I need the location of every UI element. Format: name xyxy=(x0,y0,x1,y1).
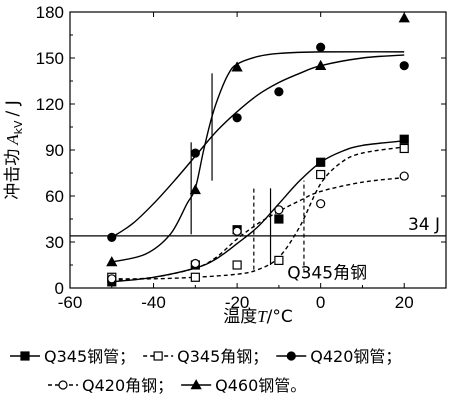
data-point xyxy=(399,134,409,144)
data-point xyxy=(190,272,200,282)
data-point xyxy=(316,42,326,52)
x-axis-title-unit: /°C xyxy=(267,307,293,327)
series-annotation-label: Q345角钢 xyxy=(287,264,367,284)
legend-label-2: Q420钢管； xyxy=(310,347,401,366)
x-tick-label: -60 xyxy=(58,293,83,312)
legend: Q345钢管； Q345角钢； Q420钢管； Q420角钢； Q460钢管。 xyxy=(10,347,401,395)
x-tick-label: 0 xyxy=(316,293,325,312)
data-point xyxy=(316,169,326,180)
data-point xyxy=(399,143,409,154)
fit-curve-4 xyxy=(111,51,405,263)
data-point xyxy=(274,87,284,97)
y-tick-label: 90 xyxy=(45,141,64,160)
data-point xyxy=(232,226,242,236)
y-tick-label: 180 xyxy=(36,3,64,22)
data-point xyxy=(399,61,409,71)
fit-curve-3 xyxy=(111,176,405,282)
data-point xyxy=(190,258,200,269)
fit-curve-0 xyxy=(111,140,405,283)
legend-marker-4 xyxy=(190,379,202,390)
x-tick-label: -20 xyxy=(225,293,250,312)
data-point xyxy=(316,199,326,209)
x-tick-label: 20 xyxy=(395,293,414,312)
data-point xyxy=(106,256,118,267)
x-axis-title-var: T xyxy=(257,307,268,326)
data-point xyxy=(274,205,284,215)
data-point xyxy=(274,255,284,265)
legend-marker-3 xyxy=(58,380,68,390)
fit-curves xyxy=(111,51,405,283)
data-point xyxy=(316,157,326,167)
y-tick-label: 150 xyxy=(36,49,64,68)
legend-marker-2 xyxy=(286,351,296,361)
x-axis-title: 温度T/°C xyxy=(223,307,293,327)
legend-marker-1 xyxy=(153,351,163,361)
data-point xyxy=(107,232,117,242)
data-point xyxy=(232,260,242,270)
data-point xyxy=(232,113,242,123)
y-axis-title-unit: / J xyxy=(3,100,23,116)
legend-label-1: Q345角钢； xyxy=(177,347,268,366)
x-axis-title-prefix: 温度 xyxy=(223,307,257,327)
data-point xyxy=(399,171,409,181)
y-tick-label: 0 xyxy=(55,279,64,298)
x-tick-label: -40 xyxy=(141,293,166,312)
plot-frame xyxy=(69,11,447,289)
axes xyxy=(69,11,447,289)
y-tick-label: 120 xyxy=(36,95,64,114)
tick-labels: -60 -40 -20 0 20 0 30 60 90 120 150 180 xyxy=(36,3,414,312)
legend-label-0: Q345钢管； xyxy=(44,347,135,366)
y-axis-title-prefix: 冲击功 xyxy=(3,149,23,200)
y-axis-title-sub: kV xyxy=(12,120,25,134)
legend-label-4: Q460钢管。 xyxy=(215,376,306,395)
y-axis-title: 冲击功 AkV / J xyxy=(3,100,25,199)
data-point xyxy=(274,214,284,224)
data-points xyxy=(106,12,410,287)
data-point xyxy=(107,274,117,284)
data-point xyxy=(189,184,201,195)
y-tick-label: 60 xyxy=(45,187,64,206)
legend-marker-0 xyxy=(20,351,30,361)
data-point xyxy=(315,59,327,70)
reference-line-label: 34 J xyxy=(408,215,440,235)
data-point xyxy=(398,12,410,23)
data-point xyxy=(231,61,243,72)
y-tick-label: 30 xyxy=(45,233,64,252)
data-point xyxy=(190,148,200,158)
fit-curve-1 xyxy=(111,146,405,280)
y-axis-title-var: A xyxy=(3,134,22,146)
legend-label-3: Q420角钢； xyxy=(82,376,173,395)
transition-markers xyxy=(190,73,305,273)
